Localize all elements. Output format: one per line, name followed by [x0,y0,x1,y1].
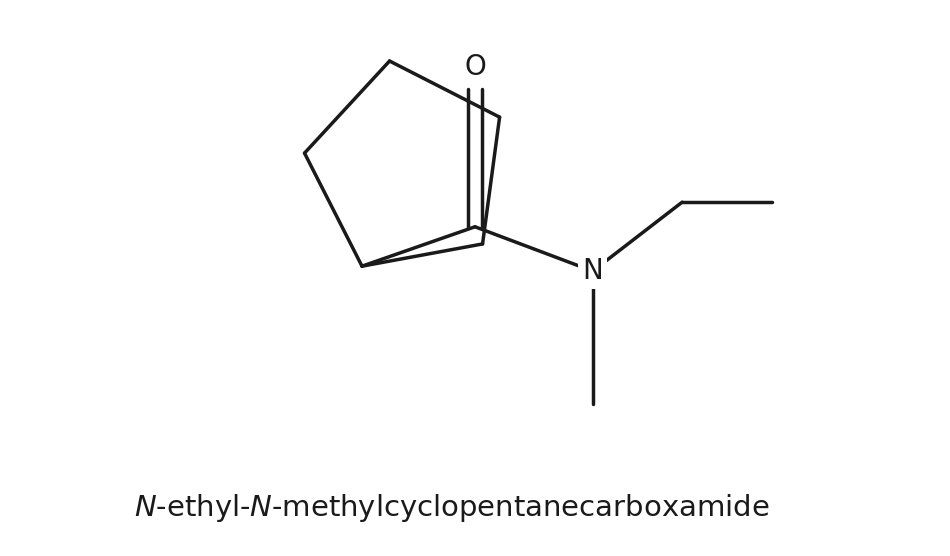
Text: $\it{N}$-ethyl-$\it{N}$-methylcyclopentanecarboxamide: $\it{N}$-ethyl-$\it{N}$-methylcyclopenta… [134,492,770,524]
Text: O: O [465,53,485,81]
Text: N: N [582,257,603,285]
